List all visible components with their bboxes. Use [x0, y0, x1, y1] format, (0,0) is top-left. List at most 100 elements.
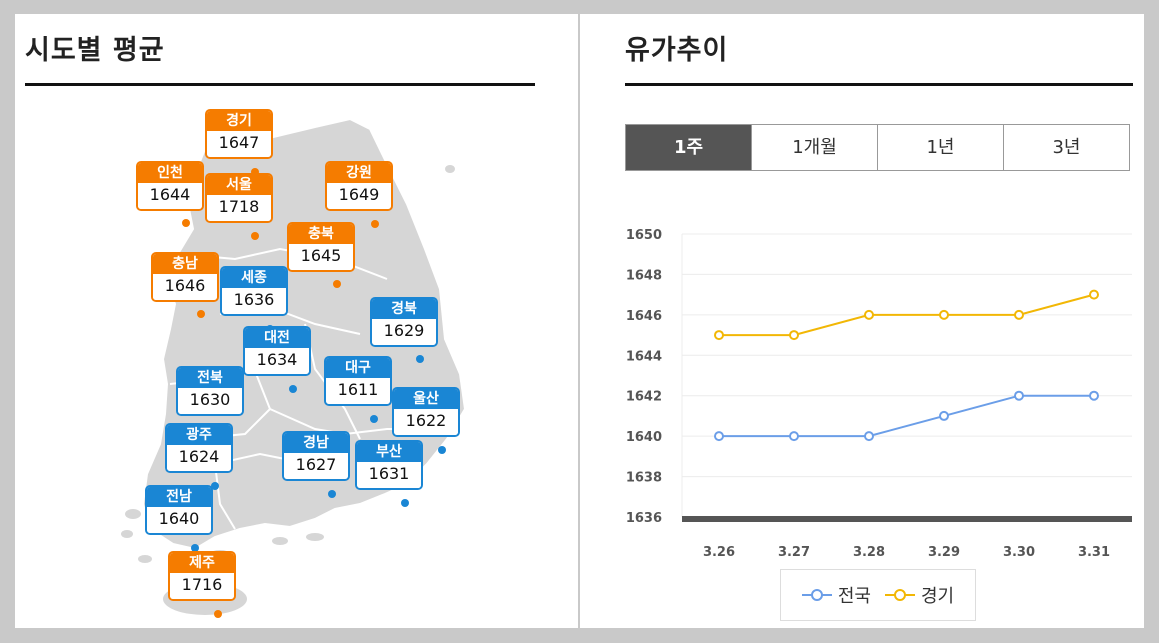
region-price: 1611 [326, 378, 390, 404]
region-price: 1645 [289, 244, 353, 270]
region-name: 강원 [327, 163, 391, 183]
region-name: 제주 [170, 553, 234, 573]
tab-1-month[interactable]: 1개월 [751, 125, 877, 170]
region-location-dot [333, 280, 341, 288]
region-price: 1631 [357, 462, 421, 488]
y-tick-label: 1640 [626, 430, 662, 445]
region-location-dot [211, 482, 219, 490]
price-trend-panel: 유가추이 1주 1개월 1년 3년 1650 1648 1646 1644 1642 16… [580, 14, 1144, 628]
region-price: 1647 [207, 131, 271, 157]
region-name: 부산 [357, 442, 421, 462]
regional-average-panel: 시도별 평균 경기 1647 인천 1644 서울 1718 강원 1649 충북 1645 충남 1… [15, 14, 578, 628]
south-island-1 [272, 537, 288, 545]
region-name: 경남 [284, 433, 348, 453]
region-badge[interactable]: 경남 1627 [282, 431, 350, 481]
region-name: 대전 [245, 328, 309, 348]
region-badge[interactable]: 충남 1646 [151, 252, 219, 302]
region-name: 전북 [178, 368, 242, 388]
data-point [939, 309, 949, 320]
region-name: 경북 [372, 299, 436, 319]
data-point [1014, 390, 1024, 401]
region-name: 인천 [138, 163, 202, 183]
data-point [789, 431, 799, 442]
region-price: 1636 [222, 288, 286, 314]
y-tick-label: 1638 [626, 471, 662, 486]
region-price: 1627 [284, 453, 348, 479]
regional-average-title: 시도별 평균 [25, 35, 165, 66]
price-trend-chart: 1650 1648 1646 1644 1642 1640 1638 1636 3.26 3.27… [626, 228, 1132, 560]
legend-national-label: 전국 [837, 586, 871, 607]
region-badge[interactable]: 대전 1634 [243, 326, 311, 376]
region-name: 경기 [207, 111, 271, 131]
region-badge[interactable]: 경북 1629 [370, 297, 438, 347]
region-price: 1649 [327, 183, 391, 209]
region-location-dot [416, 355, 424, 363]
y-tick-label: 1646 [626, 309, 662, 324]
data-point [714, 431, 724, 442]
y-tick-label: 1644 [626, 349, 662, 364]
region-location-dot [191, 544, 199, 552]
legend-gyeonggi-label: 경기 [921, 586, 955, 607]
south-island-2 [306, 533, 324, 541]
data-point [864, 431, 874, 442]
region-badge[interactable]: 강원 1649 [325, 161, 393, 211]
region-badge[interactable]: 전북 1630 [176, 366, 244, 416]
region-price: 1646 [153, 274, 217, 300]
region-badge[interactable]: 부산 1631 [355, 440, 423, 490]
tab-1-year[interactable]: 1년 [877, 125, 1003, 170]
region-location-dot [182, 219, 190, 227]
region-price: 1634 [245, 348, 309, 374]
x-tick-label: 3.28 [853, 545, 885, 560]
region-price: 1644 [138, 183, 202, 209]
y-tick-label: 1636 [626, 511, 662, 526]
southwest-island-1 [125, 509, 141, 519]
tab-1-week[interactable]: 1주 [626, 125, 751, 170]
x-tick-label: 3.27 [778, 545, 810, 560]
korea-map: 경기 1647 인천 1644 서울 1718 강원 1649 충북 1645 충남 1646 세종 16… [15, 109, 578, 628]
data-point [939, 410, 949, 421]
region-badge[interactable]: 제주 1716 [168, 551, 236, 601]
region-location-dot [328, 490, 336, 498]
region-location-dot [197, 310, 205, 318]
region-location-dot [370, 415, 378, 423]
x-tick-label: 3.31 [1078, 545, 1110, 560]
region-badge[interactable]: 대구 1611 [324, 356, 392, 406]
data-point [864, 309, 874, 320]
region-badge[interactable]: 광주 1624 [165, 423, 233, 473]
price-trend-title: 유가추이 [625, 35, 729, 66]
region-badge[interactable]: 울산 1622 [392, 387, 460, 437]
region-name: 전남 [147, 487, 211, 507]
region-badge[interactable]: 경기 1647 [205, 109, 273, 159]
region-price: 1624 [167, 445, 231, 471]
region-location-dot [251, 168, 259, 176]
tab-3-year[interactable]: 3년 [1003, 125, 1129, 170]
southwest-island-3 [138, 555, 152, 563]
data-point [714, 330, 724, 341]
data-point [789, 330, 799, 341]
region-name: 충북 [289, 224, 353, 244]
region-name: 세종 [222, 268, 286, 288]
region-price: 1630 [178, 388, 242, 414]
region-badge[interactable]: 인천 1644 [136, 161, 204, 211]
southwest-island-2 [121, 530, 133, 538]
region-name: 울산 [394, 389, 458, 409]
region-badge[interactable]: 전남 1640 [145, 485, 213, 535]
title-divider [625, 83, 1133, 86]
legend-gyeonggi-marker [885, 589, 915, 601]
x-tick-label: 3.30 [1003, 545, 1035, 560]
legend-gyeonggi: 경기 [885, 582, 954, 608]
y-tick-label: 1648 [626, 268, 662, 283]
region-location-dot [214, 610, 222, 618]
period-tabs: 1주 1개월 1년 3년 [625, 124, 1130, 171]
x-axis-bar [682, 516, 1132, 522]
region-location-dot [401, 499, 409, 507]
chart-legend: 전국 경기 [780, 569, 976, 621]
region-badge[interactable]: 서울 1718 [205, 173, 273, 223]
legend-national: 전국 [801, 582, 871, 608]
region-badge[interactable]: 충북 1645 [287, 222, 355, 272]
series-line [719, 394, 1094, 438]
y-tick-label: 1650 [626, 228, 662, 243]
y-tick-label: 1642 [626, 390, 662, 405]
region-badge[interactable]: 세종 1636 [220, 266, 288, 316]
region-location-dot [289, 385, 297, 393]
